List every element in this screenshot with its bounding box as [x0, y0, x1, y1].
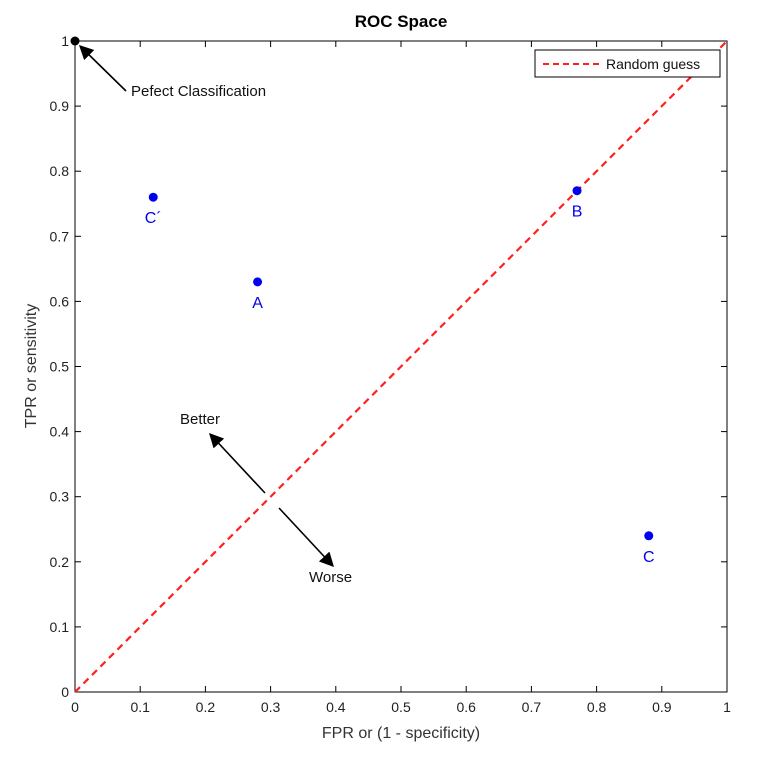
x-tick-label: 0.3 — [261, 699, 281, 715]
data-point-C — [644, 531, 654, 541]
legend: Random guess — [534, 49, 721, 78]
data-point-label: B — [572, 204, 583, 221]
x-tick-label: 0.8 — [587, 699, 607, 715]
y-tick-label: 0.4 — [50, 424, 70, 440]
x-tick-label: 0.4 — [326, 699, 346, 715]
y-tick-label: 0.9 — [50, 98, 70, 114]
y-tick-label: 0.8 — [50, 163, 70, 179]
annotation-worse: Worse — [309, 569, 352, 586]
x-tick-label: 1 — [723, 699, 731, 715]
y-axis-label: TPR or sensitivity — [23, 304, 40, 428]
x-tick-label: 0.9 — [652, 699, 672, 715]
x-tick-label: 0.1 — [130, 699, 150, 715]
y-tick-label: 0.5 — [50, 359, 70, 375]
annotation-perfect: Pefect Classification — [131, 83, 266, 100]
better-worse-arrow — [209, 432, 266, 494]
legend-label-random-guess: Random guess — [606, 56, 700, 72]
perfect-classification-point — [70, 36, 80, 46]
series-line-random-guess — [74, 40, 728, 693]
data-point-label: C´ — [145, 210, 162, 227]
y-tick-label: 0.7 — [50, 228, 70, 244]
y-tick-label: 0.1 — [50, 619, 70, 635]
y-tick-label: 0.3 — [50, 489, 70, 505]
y-tick-label: 1 — [61, 33, 69, 49]
data-point-label: C — [643, 549, 655, 566]
axis-ticks: 0 0.1 0.2 0.3 0.4 0.5 0.6 0.7 0.8 0.9 1 0 0.1 0.2 0.3 0… — [50, 33, 732, 715]
x-tick-label: 0 — [71, 699, 79, 715]
data-point-A — [253, 277, 263, 287]
annotation-better: Better — [180, 411, 220, 428]
data-point-label: A — [252, 295, 263, 312]
plot-frame — [74, 40, 728, 693]
better-worse-arrow-2 — [278, 507, 334, 568]
x-tick-label: 0.7 — [522, 699, 542, 715]
points-layer: A B C C´ — [70, 36, 655, 566]
perfect-arrow — [78, 44, 127, 92]
x-tick-label: 0.6 — [456, 699, 476, 715]
x-tick-label: 0.2 — [196, 699, 216, 715]
chart-title: ROC Space — [355, 12, 448, 31]
data-point-B — [572, 186, 582, 196]
x-axis-label: FPR or (1 - specificity) — [322, 725, 480, 742]
y-tick-label: 0.6 — [50, 293, 70, 309]
series-layer — [74, 40, 728, 693]
data-point-C´ — [148, 192, 158, 202]
y-tick-label: 0.2 — [50, 554, 70, 570]
x-tick-label: 0.5 — [391, 699, 411, 715]
y-tick-label: 0 — [61, 684, 69, 700]
